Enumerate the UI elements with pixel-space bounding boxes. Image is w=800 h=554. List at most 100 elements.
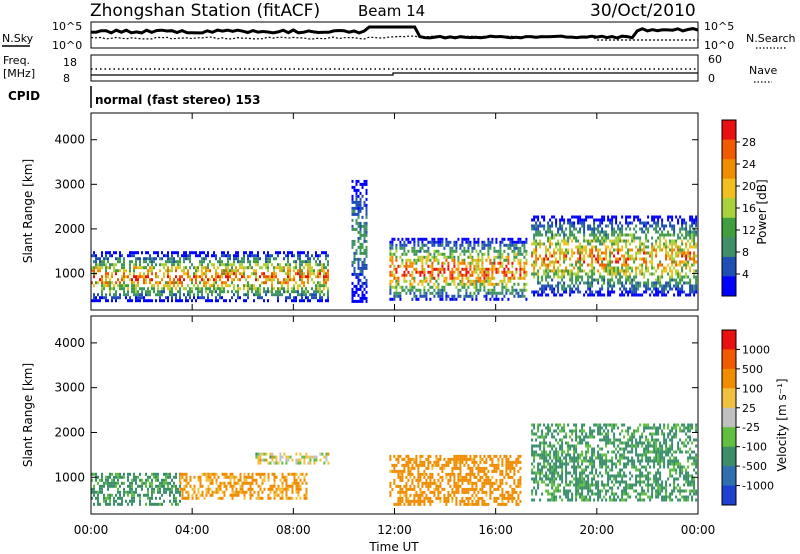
power-echo-cell xyxy=(185,296,187,300)
power-echo-cell xyxy=(491,291,494,295)
power-echo-cell xyxy=(393,276,396,280)
power-echo-cell xyxy=(567,284,570,288)
power-echo-cell xyxy=(465,288,468,292)
power-echo-cell xyxy=(127,254,129,258)
velocity-echo-cell xyxy=(417,475,420,479)
power-echo-cell xyxy=(399,291,402,295)
power-echo-cell xyxy=(101,293,103,297)
velocity-echo-cell xyxy=(559,438,562,442)
power-echo-cell xyxy=(323,251,325,255)
velocity-echo-cell xyxy=(427,454,430,458)
power-echo-cell xyxy=(159,281,161,285)
power-echo-cell xyxy=(219,263,221,267)
power-echo-cell xyxy=(317,299,319,303)
power-echo-cell xyxy=(185,254,187,258)
power-echo-cell xyxy=(457,237,460,241)
power-echo-cell xyxy=(665,287,668,291)
power-echo-cell xyxy=(511,264,514,268)
power-echo-cell xyxy=(545,251,548,255)
power-echo-cell xyxy=(571,224,574,228)
power-echo-cell xyxy=(139,260,141,264)
power-echo-cell xyxy=(513,243,516,247)
power-echo-cell xyxy=(583,230,586,234)
velocity-echo-cell xyxy=(541,441,544,445)
power-echo-cell xyxy=(245,251,247,255)
power-echo-cell xyxy=(95,254,97,258)
power-echo-cell xyxy=(647,269,650,273)
power-echo-cell xyxy=(619,221,622,225)
velocity-echo-cell xyxy=(573,447,576,451)
power-echo-cell xyxy=(511,243,514,247)
power-echo-cell xyxy=(197,266,199,270)
velocity-echo-cell xyxy=(279,478,282,482)
velocity-echo-cell xyxy=(267,475,270,479)
power-echo-cell xyxy=(303,293,305,297)
power-echo-cell xyxy=(99,260,101,264)
velocity-echo-cell xyxy=(545,432,548,436)
power-echo-cell xyxy=(481,240,484,244)
power-echo-cell xyxy=(601,227,604,231)
power-echo-cell xyxy=(603,239,606,243)
velocity-echo-cell xyxy=(561,429,564,433)
power-echo-cell xyxy=(167,257,169,261)
power-echo-cell xyxy=(485,273,488,277)
power-echo-cell xyxy=(245,266,247,270)
velocity-echo-cell xyxy=(531,471,534,475)
velocity-echo-cell xyxy=(497,484,500,488)
power-echo-cell xyxy=(267,269,269,273)
power-echo-cell xyxy=(453,297,456,301)
power-echo-cell xyxy=(315,290,317,294)
velocity-echo-cell xyxy=(517,454,520,458)
power-echo-cell xyxy=(355,257,358,261)
power-echo-cell xyxy=(255,257,257,261)
power-echo-cell xyxy=(541,233,544,237)
power-echo-cell xyxy=(395,279,398,283)
velocity-echo-cell xyxy=(229,475,232,479)
velocity-echo-cell xyxy=(517,457,520,461)
power-echo-cell xyxy=(141,296,143,300)
power-echo-cell xyxy=(687,254,690,258)
power-echo-cell xyxy=(119,293,121,297)
power-echo-cell xyxy=(597,290,600,294)
power-echo-cell xyxy=(127,290,129,294)
velocity-echo-cell xyxy=(115,499,117,503)
power-echo-cell xyxy=(93,254,95,258)
power-echo-cell xyxy=(453,258,456,262)
power-echo-cell xyxy=(681,269,684,273)
power-echo-cell xyxy=(183,269,185,273)
power-echo-cell xyxy=(107,272,109,276)
power-echo-cell xyxy=(663,224,666,228)
power-echo-cell xyxy=(113,266,115,270)
power-echo-cell xyxy=(399,255,402,259)
power-echo-cell xyxy=(655,242,658,246)
power-echo-cell xyxy=(625,266,628,270)
power-echo-cell xyxy=(579,230,582,234)
power-echo-cell xyxy=(481,255,484,259)
power-echo-cell xyxy=(477,267,480,271)
power-echo-cell xyxy=(365,248,368,252)
velocity-echo-cell xyxy=(275,475,278,479)
power-echo-cell xyxy=(149,254,151,258)
power-echo-cell xyxy=(293,278,295,282)
power-echo-cell xyxy=(519,267,522,271)
power-echo-cell xyxy=(321,284,323,288)
power-echo-cell xyxy=(105,269,107,273)
power-echo-cell xyxy=(617,248,620,252)
power-echo-cell xyxy=(561,278,564,282)
power-echo-cell xyxy=(211,299,213,303)
power-echo-cell xyxy=(301,281,303,285)
power-echo-cell xyxy=(421,258,424,262)
power-echo-cell xyxy=(621,263,624,267)
velocity-echo-cell xyxy=(193,487,196,491)
power-echo-cell xyxy=(665,269,668,273)
power-echo-cell xyxy=(397,276,400,280)
velocity-echo-cell xyxy=(539,423,542,427)
velocity-echo-cell xyxy=(465,490,468,494)
power-echo-cell xyxy=(543,272,546,276)
velocity-echo-cell xyxy=(299,478,302,482)
velocity-echo-cell xyxy=(421,472,424,476)
velocity-echo-cell xyxy=(155,478,157,482)
velocity-echo-cell xyxy=(393,469,396,473)
power-echo-cell xyxy=(153,260,155,264)
power-echo-cell xyxy=(659,284,662,288)
